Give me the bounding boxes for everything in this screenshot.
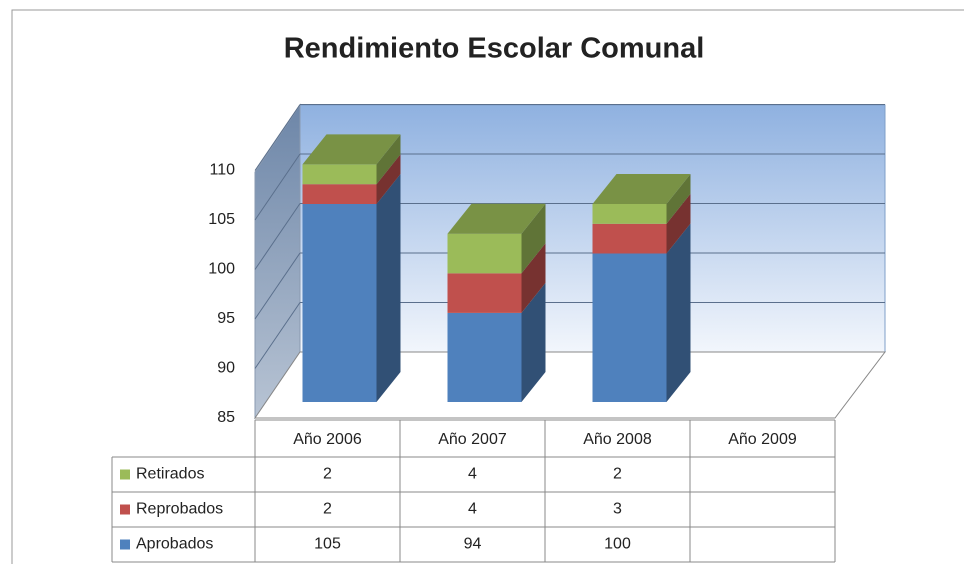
bar-side xyxy=(666,223,691,402)
y-tick-label: 105 xyxy=(208,211,235,228)
bar-side xyxy=(376,174,401,402)
bar xyxy=(592,204,667,224)
bar-side xyxy=(666,174,691,224)
grid-line xyxy=(254,252,301,320)
legend-label: Retirados xyxy=(136,466,204,483)
bar-top xyxy=(447,203,546,234)
grid-line xyxy=(254,153,301,221)
bar xyxy=(302,204,377,402)
bar-side xyxy=(521,243,546,313)
bar xyxy=(592,253,667,402)
y-tick-label: 95 xyxy=(217,310,235,327)
y-tick-label: 110 xyxy=(209,162,235,179)
bar xyxy=(302,164,377,185)
table-value: 4 xyxy=(468,466,477,483)
grid-line xyxy=(254,203,301,270)
bar xyxy=(447,273,522,313)
table-value: 2 xyxy=(323,501,332,518)
x-tick-label: Año 2006 xyxy=(293,431,362,448)
table-value: 3 xyxy=(613,501,622,518)
grid-line xyxy=(254,302,301,369)
table-value: 105 xyxy=(314,536,341,553)
legend-swatch xyxy=(120,504,130,515)
table-value: 94 xyxy=(464,536,482,553)
legend-swatch xyxy=(120,539,130,550)
bar-side xyxy=(376,134,401,185)
x-tick-label: Año 2009 xyxy=(728,431,797,448)
y-tick-label: 90 xyxy=(217,360,235,377)
bar-top xyxy=(302,134,401,165)
legend-label: Aprobados xyxy=(136,536,213,553)
bar-side xyxy=(521,282,546,402)
chart-title: Rendimiento Escolar Comunal xyxy=(284,33,705,65)
bar xyxy=(592,223,667,254)
bar-side xyxy=(666,193,691,254)
bar xyxy=(447,312,522,402)
legend-swatch xyxy=(120,469,130,480)
frame xyxy=(11,9,964,564)
table-value: 2 xyxy=(323,466,332,483)
bar xyxy=(302,184,377,204)
bar-side xyxy=(376,154,401,204)
bar xyxy=(447,233,522,274)
y-tick-label: 85 xyxy=(217,409,235,426)
floor xyxy=(254,351,887,419)
bar-side xyxy=(521,203,546,274)
table-value: 100 xyxy=(604,536,631,553)
legend-label: Reprobados xyxy=(136,501,223,518)
table-value: 4 xyxy=(468,501,477,518)
bar-top xyxy=(592,174,691,204)
x-tick-label: Año 2008 xyxy=(583,431,652,448)
grid-line xyxy=(254,104,301,171)
y-tick-label: 100 xyxy=(208,261,235,278)
table-value: 2 xyxy=(613,466,622,483)
x-tick-label: Año 2007 xyxy=(438,431,507,448)
